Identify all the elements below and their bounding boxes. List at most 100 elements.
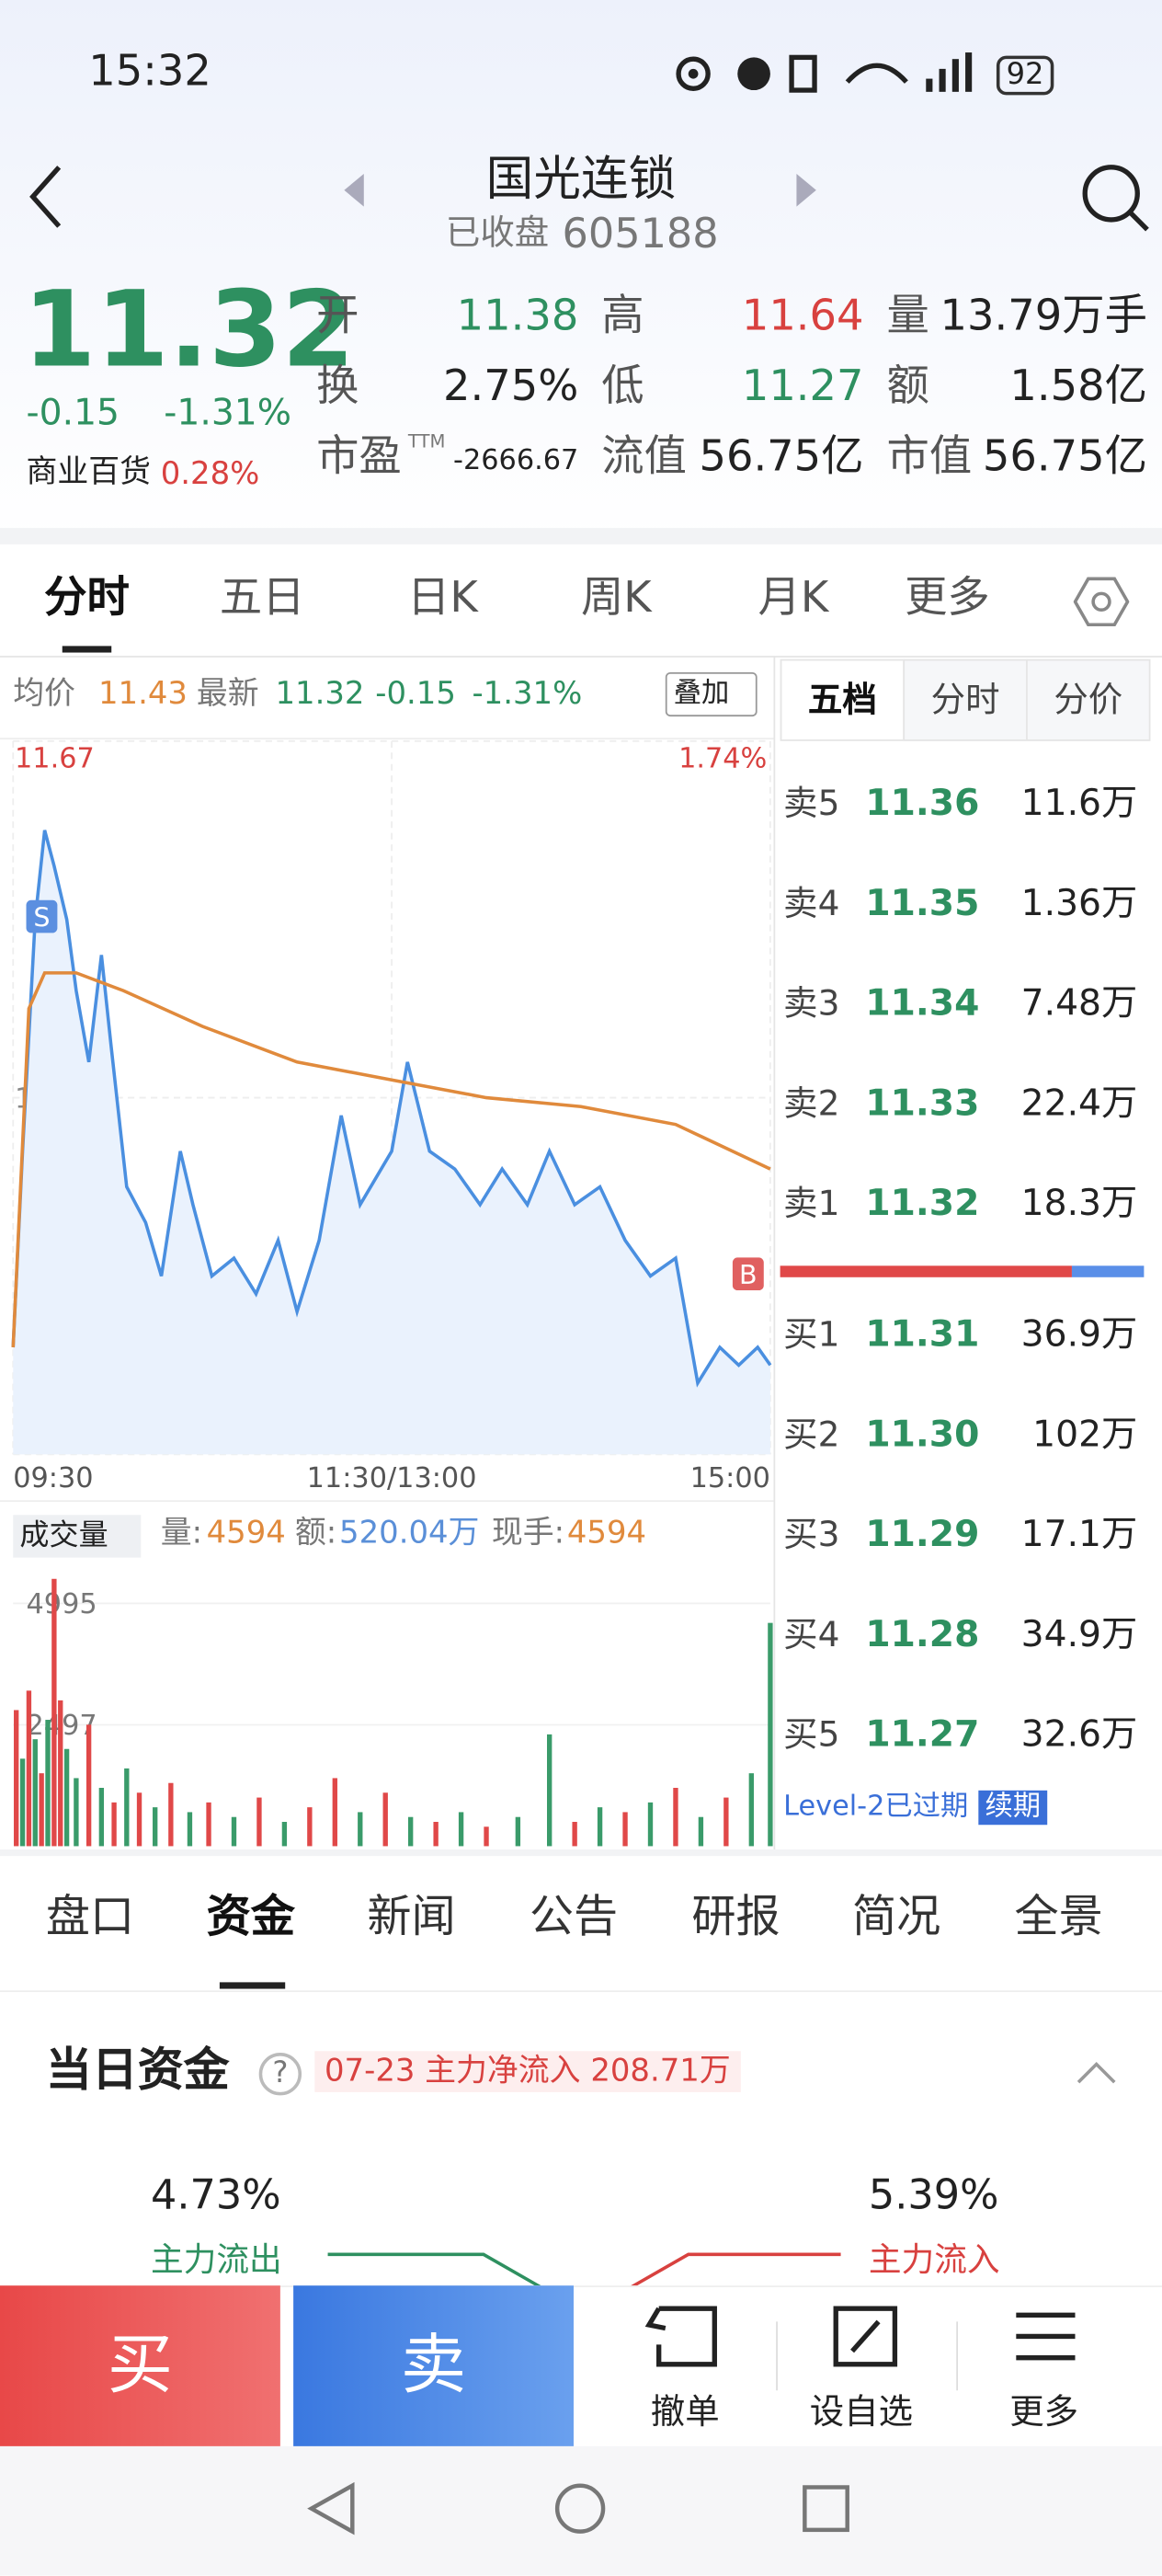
volume-bar — [307, 1807, 313, 1847]
book-label: 买1 — [783, 1314, 840, 1355]
stock-code: 605188 — [562, 210, 719, 258]
y-tick-label: 4995 — [27, 1588, 97, 1620]
detail-tab[interactable]: 全景 — [1014, 1892, 1103, 1943]
inflow-label: 主力流入 — [868, 2239, 1000, 2280]
book-price: 11.29 — [865, 1515, 980, 1556]
y2-tick-label: 1.74% — [678, 742, 767, 774]
buy-button[interactable]: 买 — [0, 2285, 280, 2446]
more-button[interactable]: 更多 — [1009, 2392, 1079, 2432]
collapse-button[interactable] — [1076, 2059, 1118, 2086]
tab-underline — [62, 646, 112, 653]
stat-value: -2666.67 — [453, 444, 579, 477]
tab-underline — [219, 1982, 286, 1989]
book-volume: 32.6万 — [1020, 1714, 1138, 1757]
volume-bar — [63, 1748, 70, 1847]
help-icon[interactable]: ? — [258, 2053, 302, 2096]
book-label: 买4 — [783, 1615, 840, 1654]
period-tab[interactable]: 五日 — [219, 573, 305, 624]
book-volume: 36.9万 — [1020, 1314, 1138, 1357]
clock: 15:32 — [88, 47, 211, 97]
outflow-label: 主力流出 — [151, 2239, 282, 2280]
book-volume: 34.9万 — [1020, 1615, 1138, 1656]
book-label: 卖3 — [783, 983, 840, 1024]
stat-label: 低 — [601, 361, 644, 412]
action-icons — [644, 2306, 1076, 2391]
stat-label-sup: TTM — [407, 430, 446, 453]
volume-bar — [458, 1812, 464, 1847]
volume-bar — [26, 1690, 32, 1847]
amount-label: 额: — [294, 1515, 337, 1551]
settings-button[interactable] — [1073, 574, 1130, 630]
book-price: 11.28 — [865, 1615, 980, 1656]
book-volume: 7.48万 — [1020, 983, 1138, 1025]
book-price: 11.34 — [865, 983, 980, 1025]
fund-summary: 07-23 主力净流入 208.71万 — [314, 2051, 741, 2092]
hand-label: 现手: — [491, 1515, 565, 1551]
volume-bar — [153, 1807, 158, 1847]
switch-arrows[interactable] — [341, 170, 833, 210]
last-price: 11.32 — [22, 270, 355, 393]
detail-tab[interactable]: 资金 — [206, 1892, 295, 1943]
series-line — [11, 971, 771, 1348]
volume-bar — [698, 1816, 704, 1847]
sector-name[interactable]: 商业百货 — [26, 453, 152, 491]
volume-bar — [98, 1788, 105, 1847]
book-volume: 102万 — [1032, 1414, 1138, 1457]
book-label: 卖1 — [783, 1184, 840, 1223]
period-tab[interactable]: 日K — [406, 573, 478, 624]
period-tab[interactable]: 周K — [580, 573, 652, 624]
stat-label: 换 — [316, 361, 359, 412]
book-label: 买5 — [783, 1714, 840, 1755]
volume-bar — [39, 1773, 44, 1847]
flow-lines — [327, 2252, 841, 2289]
detail-tab[interactable]: 盘口 — [45, 1892, 135, 1943]
volume-label: 量: — [160, 1515, 203, 1551]
volume-bar — [14, 1710, 19, 1847]
stat-label: 额 — [886, 361, 929, 412]
volume-selector[interactable]: 成交量 — [13, 1515, 142, 1558]
detail-tab[interactable]: 简况 — [852, 1892, 941, 1943]
trade-marker-label: B — [739, 1260, 758, 1290]
sector-change: 0.28% — [160, 455, 260, 492]
y-tick-label: 11.67 — [15, 742, 95, 774]
stat-value: 11.27 — [741, 361, 864, 412]
avg-label: 均价 — [13, 675, 76, 712]
book-tab[interactable]: 分时 — [903, 658, 1028, 741]
detail-tab[interactable]: 公告 — [529, 1892, 619, 1943]
period-tab[interactable]: 更多 — [905, 573, 990, 624]
cancel-order[interactable]: 撤单 — [650, 2392, 720, 2432]
stat-label: 开 — [316, 292, 359, 341]
volume-bar — [124, 1768, 130, 1847]
divider — [0, 1990, 1162, 1993]
detail-tab[interactable]: 研报 — [691, 1892, 780, 1943]
stat-label: 市盈 — [316, 432, 402, 483]
volume-bar — [572, 1821, 577, 1847]
change-value: -0.15 — [375, 675, 456, 712]
volume-bar — [58, 1700, 63, 1847]
book-tab[interactable]: 分价 — [1026, 658, 1151, 741]
back-button[interactable] — [23, 164, 72, 229]
renew-button[interactable]: 续期 — [978, 1790, 1048, 1826]
period-tab[interactable]: 分时 — [44, 573, 130, 624]
add-watchlist[interactable]: 设自选 — [809, 2392, 914, 2432]
volume-bar — [111, 1802, 117, 1847]
volume-bar — [484, 1826, 489, 1847]
sell-button[interactable]: 卖 — [293, 2285, 574, 2446]
book-tab[interactable]: 五档 — [780, 658, 906, 741]
stat-value: 56.75亿 — [699, 432, 864, 483]
overlay-button[interactable]: 叠加 — [665, 671, 758, 717]
volume-bar — [408, 1816, 414, 1847]
period-tab[interactable]: 月K — [758, 573, 829, 624]
volume-bar — [547, 1734, 553, 1847]
volume-bar — [85, 1724, 92, 1847]
detail-tab[interactable]: 新闻 — [367, 1892, 456, 1943]
last-value: 11.32 — [275, 675, 365, 712]
volume-bar — [332, 1778, 337, 1847]
volume-bar — [433, 1821, 439, 1847]
book-price: 11.27 — [865, 1714, 980, 1757]
search-button[interactable] — [1078, 161, 1154, 236]
stat-value: 2.75% — [443, 361, 579, 412]
book-volume: 17.1万 — [1020, 1515, 1138, 1556]
nav-bar — [0, 2445, 1162, 2576]
stat-label: 市值 — [886, 432, 973, 483]
